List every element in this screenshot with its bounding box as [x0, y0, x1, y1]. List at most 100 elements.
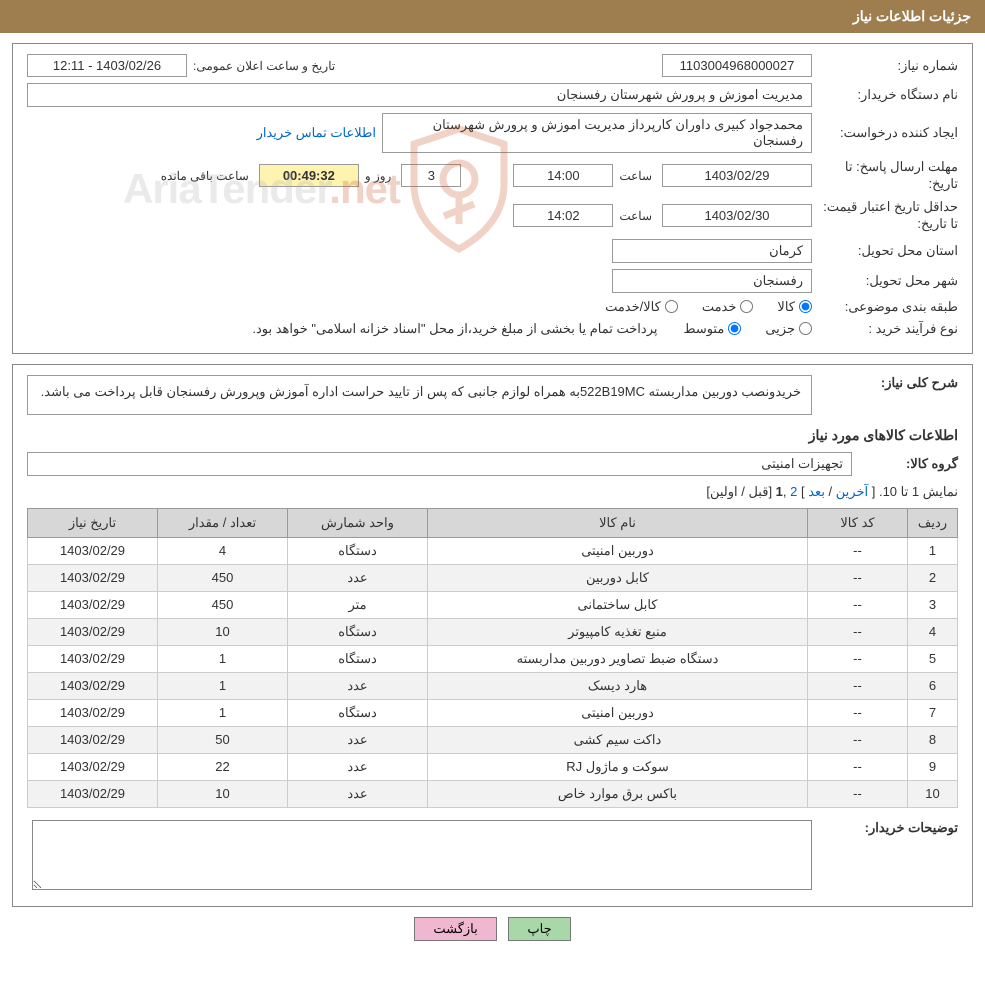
table-cell: دوربین امنیتی	[428, 699, 808, 726]
hour-label-2: ساعت	[619, 209, 652, 223]
requester-label: ایجاد کننده درخواست:	[818, 125, 958, 141]
table-cell: --	[808, 645, 908, 672]
table-cell: --	[808, 672, 908, 699]
remain-suffix: ساعت باقی مانده	[161, 169, 249, 183]
table-cell: باکس برق موارد خاص	[428, 780, 808, 807]
th-name: نام کالا	[428, 508, 808, 537]
summary-box: خریدونصب دوربین مداربسته 522B19MCبه همرا…	[27, 375, 812, 415]
radio-both-input[interactable]	[665, 300, 678, 313]
table-cell: 1403/02/29	[28, 564, 158, 591]
table-cell: 50	[158, 726, 288, 753]
items-table: ردیف کد کالا نام کالا واحد شمارش تعداد /…	[27, 508, 958, 808]
items-panel: شرح كلی نیاز: خریدونصب دوربین مداربسته 5…	[12, 364, 973, 907]
table-header-row: ردیف کد کالا نام کالا واحد شمارش تعداد /…	[28, 508, 958, 537]
back-button[interactable]: بازگشت	[414, 917, 496, 941]
pag-last-link[interactable]: آخرین	[836, 484, 868, 499]
table-cell: 1	[158, 699, 288, 726]
table-cell: 450	[158, 591, 288, 618]
city-field: رفسنجان	[612, 269, 812, 293]
province-field: کرمان	[612, 239, 812, 263]
buyer-notes-textarea[interactable]	[32, 820, 812, 890]
validity-label: حداقل تاریخ اعتبار قیمت: تا تاریخ:	[818, 199, 958, 233]
remain-time-field: 00:49:32	[259, 164, 359, 187]
print-button[interactable]: چاپ	[508, 917, 570, 941]
table-cell: دستگاه	[288, 618, 428, 645]
table-cell: عدد	[288, 753, 428, 780]
table-cell: 1403/02/29	[28, 699, 158, 726]
requester-field: محمدجواد کبیری داوران کارپرداز مدیریت ام…	[382, 113, 812, 153]
buyer-org-label: نام دستگاه خریدار:	[818, 87, 958, 103]
table-cell: 7	[908, 699, 958, 726]
pag-next-link[interactable]: بعد	[808, 484, 825, 499]
table-row: 2--کابل دوربینعدد4501403/02/29	[28, 564, 958, 591]
days-and-label: روز و	[365, 169, 392, 183]
process-note: پرداخت تمام یا بخشی از مبلغ خرید،از محل …	[252, 321, 657, 337]
th-code: کد کالا	[808, 508, 908, 537]
table-cell: عدد	[288, 780, 428, 807]
table-cell: 450	[158, 564, 288, 591]
table-cell: 9	[908, 753, 958, 780]
table-cell: 1403/02/29	[28, 726, 158, 753]
table-cell: دستگاه ضبط تصاویر دوربین مداربسته	[428, 645, 808, 672]
table-row: 9--سوکت و ماژول RJعدد221403/02/29	[28, 753, 958, 780]
need-number-field: 1103004968000027	[662, 54, 812, 77]
validity-date-field: 1403/02/30	[662, 204, 812, 227]
th-row: ردیف	[908, 508, 958, 537]
radio-partial-input[interactable]	[799, 322, 812, 335]
radio-service-input[interactable]	[740, 300, 753, 313]
th-date: تاریخ نیاز	[28, 508, 158, 537]
table-cell: منبع تغذیه کامپیوتر	[428, 618, 808, 645]
deadline-date-field: 1403/02/29	[662, 164, 812, 187]
table-cell: 1403/02/29	[28, 591, 158, 618]
items-title: اطلاعات کالاهای مورد نیاز	[27, 427, 958, 444]
process-label: نوع فرآیند خرید :	[818, 321, 958, 337]
radio-medium[interactable]: متوسط	[683, 321, 741, 337]
table-cell: 2	[908, 564, 958, 591]
radio-goods-input[interactable]	[799, 300, 812, 313]
announce-label: تاریخ و ساعت اعلان عمومی:	[193, 59, 335, 73]
table-row: 10--باکس برق موارد خاصعدد101403/02/29	[28, 780, 958, 807]
table-cell: عدد	[288, 672, 428, 699]
table-cell: --	[808, 753, 908, 780]
radio-service[interactable]: خدمت	[702, 299, 754, 315]
radio-both[interactable]: کالا/خدمت	[605, 299, 678, 315]
table-cell: داکت سیم کشی	[428, 726, 808, 753]
category-radio-group: کالا خدمت کالا/خدمت	[605, 299, 812, 315]
process-radio-group: جزیی متوسط	[683, 321, 812, 337]
pagination: نمایش 1 تا 10. [ آخرین / بعد ] 2 ,1 [قبل…	[27, 484, 958, 500]
radio-goods[interactable]: کالا	[777, 299, 812, 315]
group-label: گروه کالا:	[858, 456, 958, 472]
table-row: 4--منبع تغذیه کامپیوتردستگاه101403/02/29	[28, 618, 958, 645]
table-cell: عدد	[288, 726, 428, 753]
radio-medium-input[interactable]	[728, 322, 741, 335]
validity-hour-field: 14:02	[513, 204, 613, 227]
table-cell: 10	[158, 780, 288, 807]
announce-field: 1403/02/26 - 12:11	[27, 54, 187, 77]
buyer-org-field: مدیریت اموزش و پرورش شهرستان رفسنجان	[27, 83, 812, 107]
deadline-hour-field: 14:00	[513, 164, 613, 187]
table-cell: 1	[158, 672, 288, 699]
table-cell: 1403/02/29	[28, 645, 158, 672]
category-label: طبقه بندی موضوعی:	[818, 299, 958, 315]
pag-current: 1	[776, 484, 783, 499]
table-cell: 1	[908, 537, 958, 564]
notes-label: توضیحات خریدار:	[818, 820, 958, 836]
hour-label-1: ساعت	[619, 169, 652, 183]
radio-partial[interactable]: جزیی	[765, 321, 812, 337]
table-cell: دستگاه	[288, 699, 428, 726]
table-cell: --	[808, 726, 908, 753]
table-cell: متر	[288, 591, 428, 618]
table-cell: --	[808, 537, 908, 564]
table-cell: --	[808, 591, 908, 618]
th-unit: واحد شمارش	[288, 508, 428, 537]
page-title: جزئیات اطلاعات نیاز	[853, 8, 971, 24]
table-row: 1--دوربین امنیتیدستگاه41403/02/29	[28, 537, 958, 564]
table-cell: 1403/02/29	[28, 537, 158, 564]
table-cell: دستگاه	[288, 537, 428, 564]
table-row: 3--کابل ساختمانیمتر4501403/02/29	[28, 591, 958, 618]
group-field: تجهیزات امنیتی	[27, 452, 852, 476]
table-cell: عدد	[288, 564, 428, 591]
contact-link[interactable]: اطلاعات تماس خریدار	[257, 125, 376, 141]
table-row: 6--هارد دیسکعدد11403/02/29	[28, 672, 958, 699]
table-cell: 8	[908, 726, 958, 753]
